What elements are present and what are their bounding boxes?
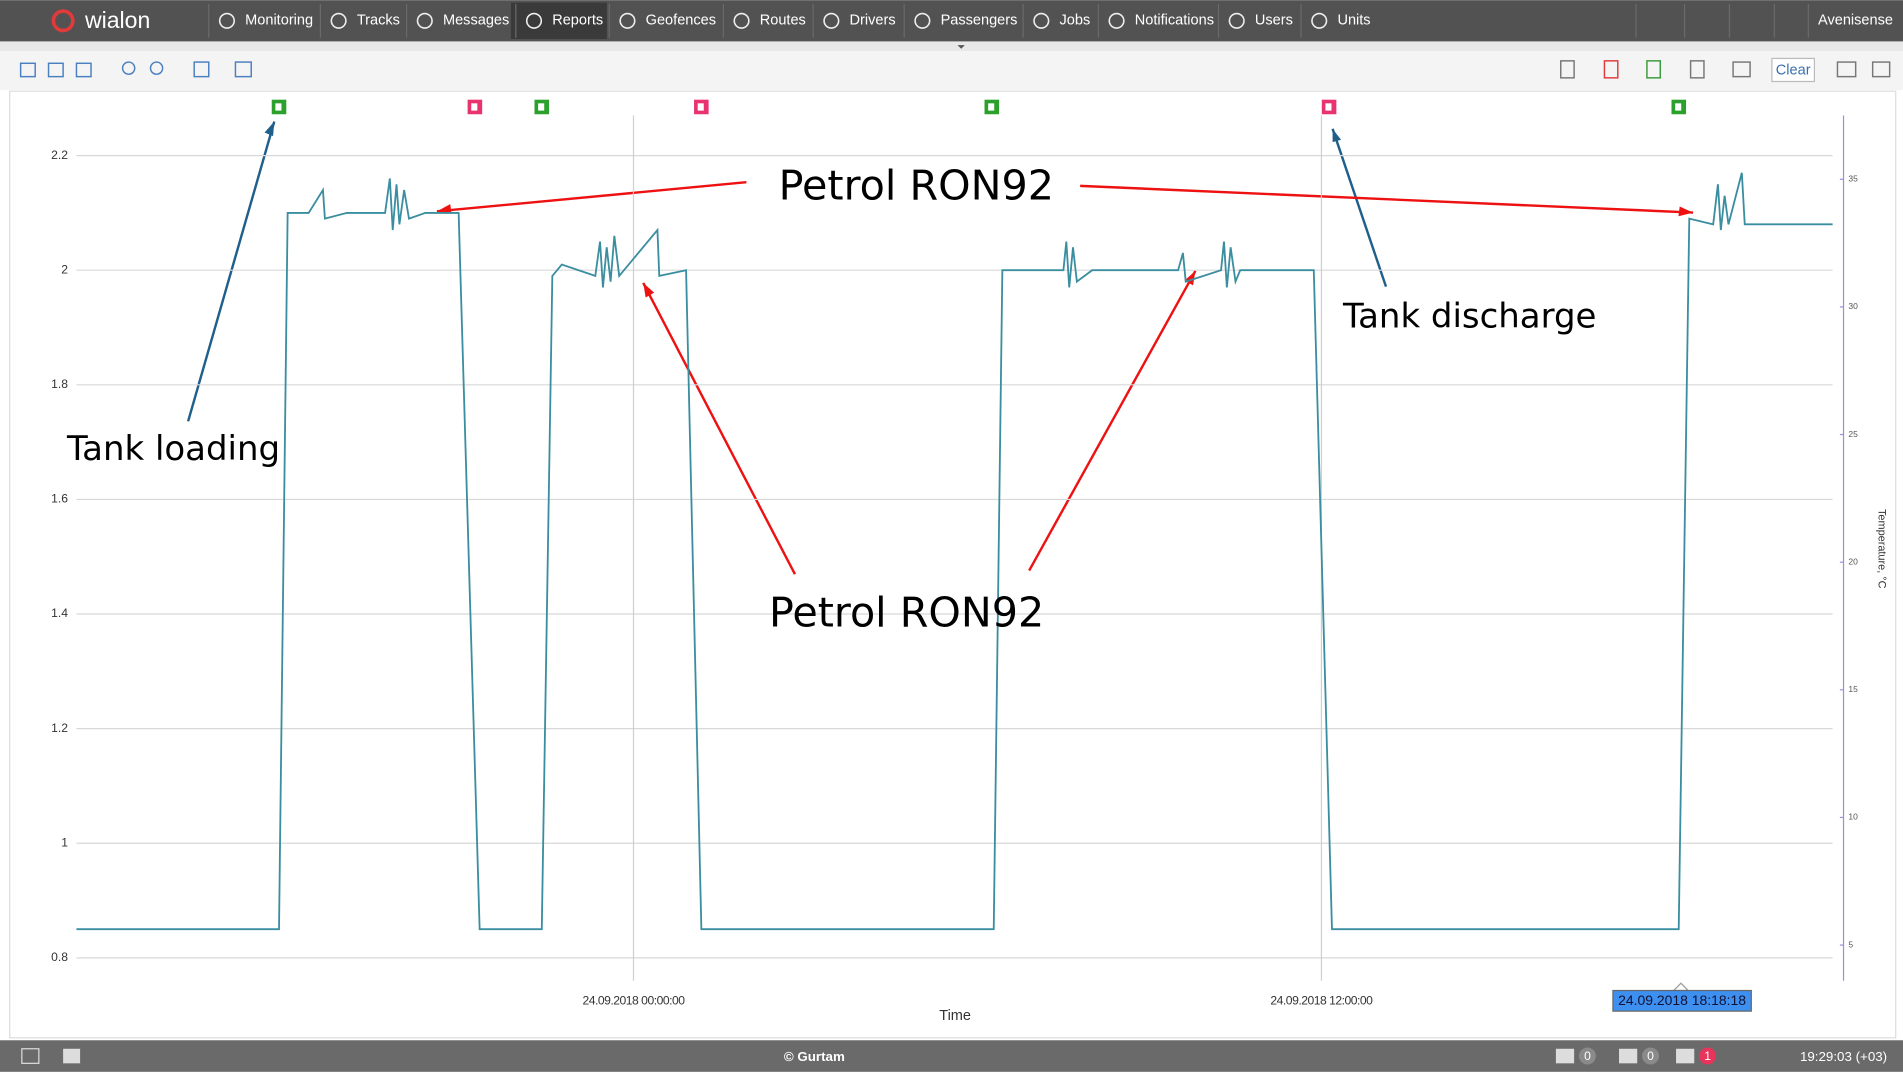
x-tick-label: 24.09.2018 00:00:00	[582, 994, 685, 1008]
nav-icon	[1228, 12, 1245, 29]
nav-icon	[619, 12, 636, 29]
chart-frame	[9, 90, 1897, 1039]
nav-icon	[525, 12, 543, 29]
y-tick-label: 1.4	[51, 606, 68, 620]
footer	[0, 1040, 1903, 1072]
annotation: Petrol RON92	[779, 161, 1054, 209]
cursor-box	[1612, 989, 1752, 1012]
nav-icon	[914, 12, 931, 29]
y2-tick-label: 25	[1848, 429, 1858, 439]
counter-value[interactable]: 0	[1647, 1049, 1654, 1063]
y-tick-label: 1	[61, 835, 68, 849]
event-icon	[538, 103, 545, 111]
nav-item[interactable]: Jobs	[1060, 13, 1091, 29]
toolbar-icons	[19, 61, 252, 78]
nav-icon	[823, 12, 840, 29]
logo: wialon	[84, 7, 150, 33]
fuel-line	[76, 172, 1833, 931]
annotation: Petrol RON92	[769, 588, 1044, 636]
collapse-arrow[interactable]	[957, 45, 965, 49]
y-tick-label: 1.2	[51, 721, 68, 735]
arrow-heads	[264, 121, 1694, 298]
y-tick-label: 2	[61, 262, 68, 276]
collapse-bar	[0, 41, 1903, 52]
event-icon	[275, 103, 282, 111]
y2-tick-label: 20	[1848, 556, 1858, 566]
x-tick-label: 24.09.2018 12:00:00	[1270, 994, 1373, 1008]
y-tick-label: 1.6	[51, 492, 68, 506]
y2-tick-label: 35	[1848, 174, 1858, 184]
nav-icon	[1108, 12, 1125, 29]
nav-item[interactable]: Passengers	[941, 13, 1018, 29]
y-tick-label: 0.8	[51, 950, 68, 964]
nav-icon	[1311, 12, 1328, 29]
event-icon	[697, 103, 704, 111]
apps-toggle[interactable]	[63, 1048, 81, 1064]
nav-item[interactable]: Messages	[443, 13, 509, 29]
panel-toggle[interactable]	[21, 1048, 40, 1064]
nav-item[interactable]: Notifications	[1135, 13, 1214, 29]
annotation: Tank loading	[66, 429, 280, 469]
nav-bar	[0, 0, 1903, 42]
clock: 19:29:03 (+03)	[1800, 1049, 1887, 1064]
cursor-label: 24.09.2018 18:18:18	[1618, 992, 1746, 1008]
nav-item[interactable]: Monitoring	[245, 13, 313, 29]
nav-icon	[330, 12, 347, 29]
counter-badge	[1699, 1047, 1717, 1065]
nav-item[interactable]: Drivers	[850, 13, 896, 29]
user-menu[interactable]: Avenisense	[1818, 13, 1893, 29]
event-icon	[988, 103, 995, 111]
nav-icon	[733, 12, 750, 29]
nav-item[interactable]: Users	[1255, 13, 1293, 29]
export-icons	[1560, 60, 1891, 79]
nav-icon	[416, 12, 433, 29]
nav-icon	[1033, 12, 1050, 29]
y2-tick-label: 15	[1848, 684, 1858, 694]
counter-icon	[1676, 1048, 1695, 1064]
y2-axis-label: Temperature, °C	[1875, 509, 1887, 589]
chart-toolbar	[0, 51, 1903, 90]
y2-tick-label: 30	[1848, 301, 1858, 311]
nav-item[interactable]: Reports	[552, 13, 603, 29]
counter-icon	[1555, 1048, 1575, 1064]
copyright: © Gurtam	[784, 1049, 845, 1064]
clear-button[interactable]	[1771, 57, 1816, 83]
annotation-arrows	[186, 121, 1694, 575]
event-icon	[1675, 103, 1682, 111]
nav-item[interactable]: Units	[1337, 13, 1370, 29]
nav-item[interactable]: Routes	[760, 13, 806, 29]
counter-value[interactable]: 1	[1704, 1049, 1711, 1063]
nav-item[interactable]: Geofences	[646, 13, 716, 29]
counter-badge	[1578, 1047, 1596, 1065]
event-icon	[471, 103, 478, 111]
annotation: Tank discharge	[1342, 297, 1596, 337]
logo-icon	[51, 9, 75, 33]
event-icon	[1325, 103, 1332, 111]
clear-label[interactable]: Clear	[1776, 62, 1811, 78]
counter-badge	[1642, 1047, 1660, 1065]
nav-item[interactable]: Tracks	[357, 13, 400, 29]
y2-tick-label: 5	[1848, 939, 1853, 949]
counter-value[interactable]: 0	[1584, 1049, 1591, 1063]
y2-tick-label: 10	[1848, 812, 1858, 822]
y-tick-label: 2.2	[51, 148, 68, 162]
x-axis-label: Time	[939, 1008, 971, 1024]
nav-icon	[218, 12, 236, 29]
counter-icon	[1619, 1048, 1638, 1064]
y-tick-label: 1.8	[51, 377, 68, 391]
